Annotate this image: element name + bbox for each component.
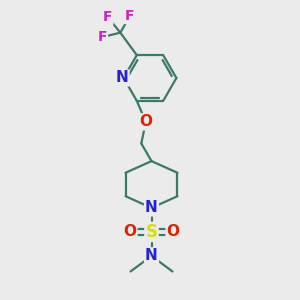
Text: O: O <box>167 224 180 239</box>
Text: F: F <box>125 9 135 23</box>
Text: F: F <box>103 10 112 24</box>
Text: N: N <box>145 200 158 215</box>
Text: S: S <box>146 223 158 241</box>
Text: F: F <box>98 30 107 44</box>
Text: O: O <box>139 114 152 129</box>
Text: N: N <box>116 70 128 86</box>
Text: O: O <box>123 224 136 239</box>
Text: N: N <box>145 248 158 263</box>
